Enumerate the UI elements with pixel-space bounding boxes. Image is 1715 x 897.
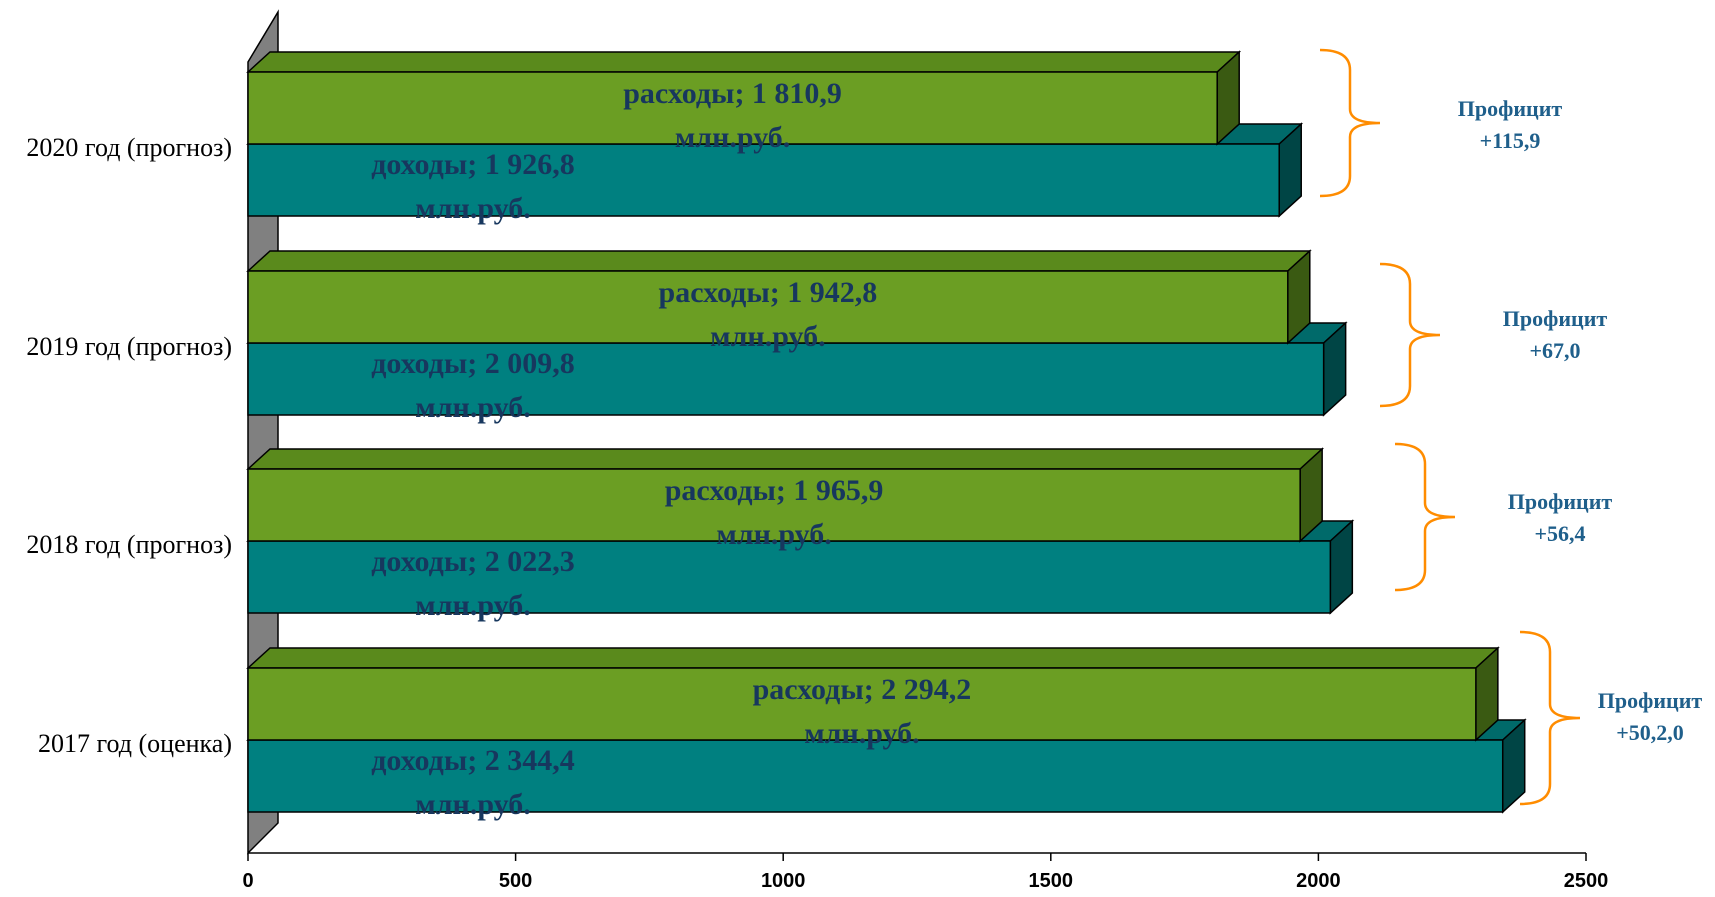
expense-unit-label: млн.руб. bbox=[675, 121, 790, 154]
income-data-label: доходы; 1 926,8 bbox=[371, 148, 575, 181]
expense-bar-front bbox=[247, 667, 1477, 741]
profit-brace bbox=[1394, 442, 1456, 592]
expense-unit-label: млн.руб. bbox=[716, 518, 831, 551]
income-unit-label: млн.руб. bbox=[415, 391, 530, 424]
expense-bar-front bbox=[247, 468, 1301, 542]
profit-brace bbox=[1519, 630, 1581, 806]
income-unit-label: млн.руб. bbox=[415, 788, 530, 821]
expense-data-label: расходы; 2 294,2 bbox=[753, 673, 972, 706]
category-label: 2017 год (оценка) bbox=[38, 729, 232, 758]
x-tick-label: 1500 bbox=[1029, 870, 1074, 892]
category-label: 2018 год (прогноз) bbox=[26, 530, 232, 559]
expense-bar-top bbox=[246, 51, 1242, 73]
profit-value: +56,4 bbox=[1534, 521, 1585, 546]
income-unit-label: млн.руб. bbox=[415, 589, 530, 622]
expense-data-label: расходы; 1 810,9 bbox=[623, 77, 842, 110]
income-unit-label: млн.руб. bbox=[415, 192, 530, 225]
expense-bar-top bbox=[246, 647, 1500, 669]
profit-brace bbox=[1319, 48, 1381, 198]
expense-bar bbox=[246, 447, 1325, 543]
expense-unit-label: млн.руб. bbox=[710, 320, 825, 353]
x-tick-label: 0 bbox=[242, 870, 253, 892]
profit-label: Профицит bbox=[1508, 489, 1613, 514]
profit-value: +50,2,0 bbox=[1616, 720, 1684, 745]
expense-bar-front bbox=[247, 270, 1289, 344]
x-tick-label: 2000 bbox=[1296, 870, 1341, 892]
income-bar-front bbox=[247, 739, 1504, 813]
profit-value: +115,9 bbox=[1480, 128, 1541, 153]
income-data-label: доходы; 2 022,3 bbox=[371, 545, 575, 578]
x-tick-label: 500 bbox=[499, 870, 532, 892]
expense-unit-label: млн.руб. bbox=[804, 717, 919, 750]
income-data-label: доходы; 2 344,4 bbox=[371, 744, 575, 777]
category-label: 2019 год (прогноз) bbox=[26, 332, 232, 361]
expense-bar bbox=[246, 249, 1312, 345]
income-data-label: доходы; 2 009,8 bbox=[371, 347, 575, 380]
x-tick-label: 2500 bbox=[1564, 870, 1609, 892]
expense-data-label: расходы; 1 965,9 bbox=[665, 474, 884, 507]
profit-brace bbox=[1379, 262, 1441, 408]
x-tick-label: 1000 bbox=[761, 870, 806, 892]
profit-label: Профицит bbox=[1503, 306, 1608, 331]
category-label: 2020 год (прогноз) bbox=[26, 133, 232, 162]
expense-data-label: расходы; 1 942,8 bbox=[659, 276, 878, 309]
profit-value: +67,0 bbox=[1529, 338, 1580, 363]
expense-bar-top bbox=[246, 250, 1312, 272]
expense-bar-top bbox=[246, 448, 1325, 470]
income-bar-front bbox=[247, 143, 1280, 217]
profit-label: Профицит bbox=[1598, 688, 1703, 713]
expense-bar bbox=[246, 646, 1500, 742]
profit-label: Профицит bbox=[1458, 96, 1563, 121]
expense-bar-front bbox=[247, 71, 1218, 145]
income-bar-front bbox=[247, 342, 1325, 416]
expense-bar bbox=[246, 50, 1242, 146]
